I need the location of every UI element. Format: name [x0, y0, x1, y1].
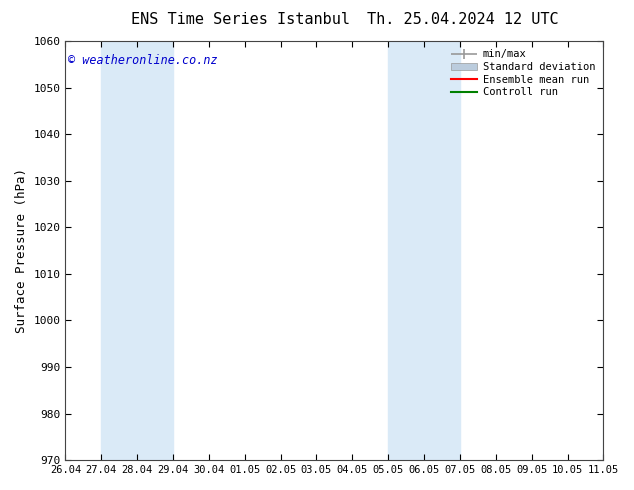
Bar: [388, 41, 460, 460]
Bar: [101, 41, 173, 460]
Y-axis label: Surface Pressure (hPa): Surface Pressure (hPa): [15, 168, 28, 333]
Text: ENS Time Series Istanbul: ENS Time Series Istanbul: [131, 12, 351, 27]
Text: © weatheronline.co.nz: © weatheronline.co.nz: [68, 53, 217, 67]
Bar: [604, 41, 634, 460]
Text: Th. 25.04.2024 12 UTC: Th. 25.04.2024 12 UTC: [367, 12, 559, 27]
Legend: min/max, Standard deviation, Ensemble mean run, Controll run: min/max, Standard deviation, Ensemble me…: [448, 46, 598, 100]
